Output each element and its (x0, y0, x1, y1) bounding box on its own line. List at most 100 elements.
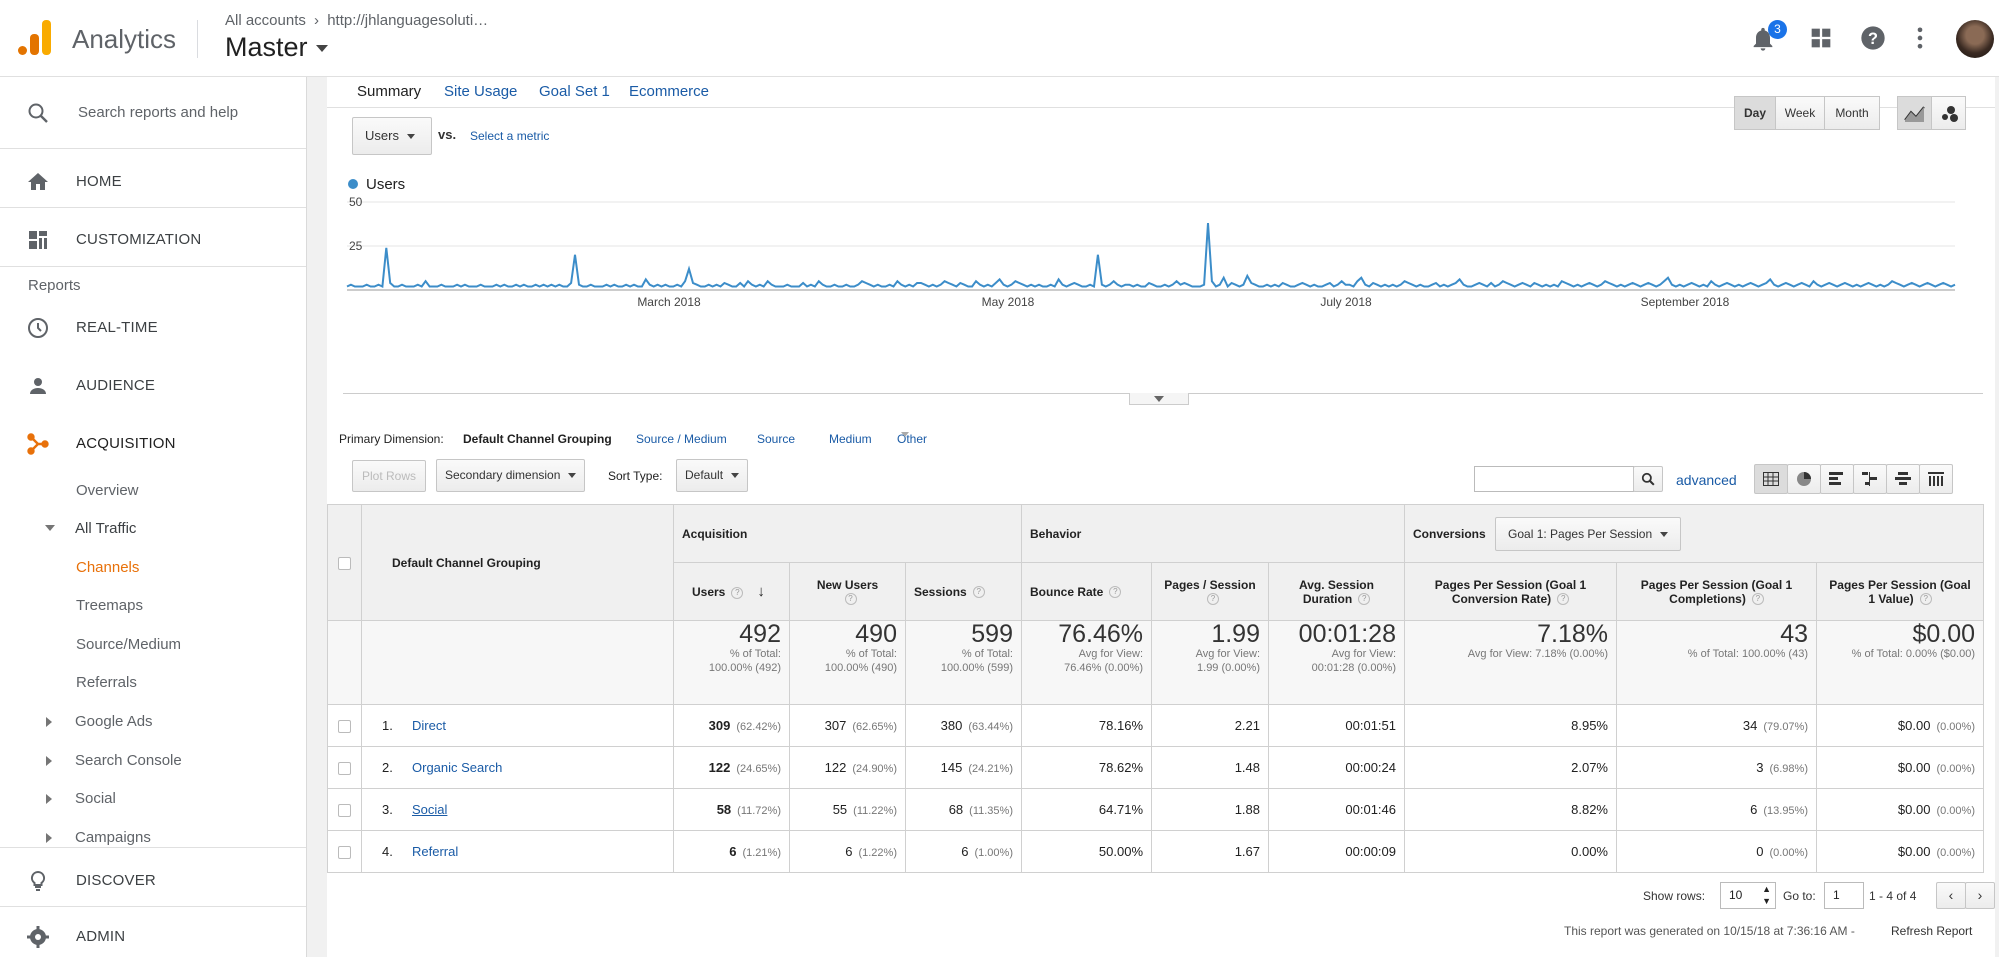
sidebar-item-realtime[interactable]: REAL-TIME (0, 306, 306, 350)
search-reports[interactable]: Search reports and help (0, 77, 306, 148)
metric-dropdown[interactable]: Users (352, 117, 432, 155)
row-checkbox[interactable] (338, 720, 351, 734)
sort-type-dropdown[interactable]: Default (676, 459, 749, 492)
row-checkbox[interactable] (338, 762, 351, 776)
help-icon[interactable]: ? (1207, 593, 1219, 606)
column-header-goal1-value[interactable]: Pages Per Session (Goal 1 Value)? (1816, 562, 1984, 621)
help-icon[interactable]: ? (1919, 593, 1932, 606)
caret-right-icon[interactable] (46, 717, 52, 727)
chart-collapse-handle[interactable] (1129, 393, 1189, 405)
table-row[interactable]: 2. Organic Search 122 (24.65%) 122 (24.90%) 14… (327, 746, 1984, 789)
sidebar-item-audience[interactable]: AUDIENCE (0, 364, 306, 408)
caret-right-icon[interactable] (46, 794, 52, 804)
analytics-logo-icon[interactable] (18, 20, 52, 61)
channel-link[interactable]: Direct (412, 718, 446, 733)
column-header-sessions[interactable]: Sessions? (905, 562, 1022, 621)
column-header-avg-session-duration[interactable]: Avg. Session Duration? (1268, 562, 1405, 621)
channel-link[interactable]: Referral (412, 844, 459, 859)
sidebar-item-admin[interactable]: ADMIN (0, 915, 306, 957)
caret-right-icon[interactable] (46, 756, 52, 766)
sidebar-item-all-traffic[interactable]: All Traffic (75, 520, 137, 537)
help-icon[interactable]: ? (1109, 586, 1122, 599)
column-header-pages-session[interactable]: Pages / Session? (1151, 562, 1269, 621)
more-vert-icon[interactable] (1906, 24, 1936, 54)
tab-summary[interactable]: Summary (357, 83, 422, 100)
caret-right-icon[interactable] (46, 833, 52, 843)
property-name[interactable]: http://jhlanguagesoluti… (327, 12, 489, 29)
select-metric-link[interactable]: Select a metric (470, 129, 550, 143)
sidebar-item-search-console[interactable]: Search Console (75, 752, 182, 769)
sidebar-item-customization[interactable]: CUSTOMIZATION (0, 218, 306, 262)
tab-ecommerce[interactable]: Ecommerce (629, 83, 710, 100)
pie-view-icon[interactable] (1787, 464, 1821, 494)
advanced-filter-link[interactable]: advanced (1676, 472, 1737, 488)
day-button[interactable]: Day (1734, 96, 1776, 130)
sidebar-item-overview[interactable]: Overview (76, 482, 139, 499)
sidebar-item-referrals[interactable]: Referrals (76, 674, 137, 691)
help-icon[interactable]: ? (1358, 593, 1371, 606)
secondary-dimension-dropdown[interactable]: Secondary dimension (436, 459, 586, 492)
goal-selector-dropdown[interactable]: Goal 1: Pages Per Session (1495, 516, 1682, 551)
users-line-chart[interactable]: Users 50 25 March 2018 May 2018 July 2018 Se… (343, 162, 1983, 334)
table-filter-input[interactable] (1474, 466, 1634, 492)
column-header-bounce-rate[interactable]: Bounce Rate? (1021, 562, 1152, 621)
channel-link[interactable]: Social (412, 802, 448, 817)
column-header-goal1-conversion-rate[interactable]: Pages Per Session (Goal 1 Conversion Rat… (1404, 562, 1617, 621)
bar-view-icon[interactable] (1820, 464, 1854, 494)
dimension-medium[interactable]: Medium (829, 432, 872, 446)
apps-grid-icon[interactable] (1807, 24, 1837, 54)
table-row[interactable]: 3. Social 58 (11.72%) 55 (11.22%) 68 (11.35%) 64… (327, 788, 1984, 831)
tab-goal-set-1[interactable]: Goal Set 1 (539, 83, 610, 100)
sidebar-item-campaigns[interactable]: Campaigns (75, 829, 151, 846)
help-icon[interactable]: ? (1751, 593, 1764, 606)
view-selector[interactable]: Master (225, 32, 328, 63)
sidebar-item-discover[interactable]: DISCOVER (0, 859, 306, 903)
all-accounts-link[interactable]: All accounts (225, 12, 306, 29)
line-chart-icon[interactable] (1897, 96, 1932, 130)
sidebar-item-home[interactable]: HOME (0, 160, 306, 204)
help-icon[interactable]: ? (1557, 593, 1570, 606)
month-button[interactable]: Month (1824, 96, 1880, 130)
previous-page-button[interactable]: ‹ (1936, 882, 1966, 909)
account-breadcrumb[interactable]: All accounts › http://jhlanguagesoluti… (225, 12, 488, 29)
help-icon[interactable]: ? (1859, 24, 1889, 54)
column-header-goal1-completions[interactable]: Pages Per Session (Goal 1 Completions)? (1616, 562, 1817, 621)
term-cloud-view-icon[interactable] (1886, 464, 1920, 494)
caret-down-icon[interactable] (45, 525, 55, 531)
row-checkbox[interactable] (338, 804, 351, 818)
sidebar-item-google-ads[interactable]: Google Ads (75, 713, 153, 730)
tab-site-usage[interactable]: Site Usage (444, 83, 518, 100)
channel-link[interactable]: Organic Search (412, 760, 503, 775)
sidebar-item-social[interactable]: Social (75, 790, 116, 807)
next-page-button[interactable]: › (1965, 882, 1995, 909)
goto-input[interactable]: 1 (1824, 882, 1864, 909)
motion-chart-icon[interactable] (1931, 96, 1966, 130)
help-icon[interactable]: ? (844, 593, 857, 606)
primary-dimension-active[interactable]: Default Channel Grouping (463, 432, 612, 446)
dimension-source[interactable]: Source (757, 432, 796, 446)
bell-icon[interactable] (1749, 24, 1779, 54)
help-icon[interactable]: ? (972, 586, 985, 599)
pivot-view-icon[interactable] (1919, 464, 1953, 494)
search-input[interactable]: Search reports and help (78, 104, 239, 121)
search-icon[interactable] (1633, 466, 1663, 492)
table-row[interactable]: 1. Direct 309 (62.42%) 307 (62.65%) 380 (63.44%… (327, 704, 1984, 747)
comparison-view-icon[interactable] (1853, 464, 1887, 494)
refresh-report-link[interactable]: Refresh Report (1891, 924, 1973, 938)
help-icon[interactable]: ? (731, 586, 744, 599)
week-button[interactable]: Week (1775, 96, 1825, 130)
row-checkbox[interactable] (338, 846, 351, 860)
dimension-source-medium[interactable]: Source / Medium (636, 432, 727, 446)
sidebar-item-acquisition[interactable]: ACQUISITION (0, 422, 306, 466)
table-row[interactable]: 4. Referral 6 (1.21%) 6 (1.22%) 6 (1.00%) 50.00%… (327, 830, 1984, 873)
column-header-new-users[interactable]: New Users? (789, 562, 906, 621)
avatar[interactable] (1956, 20, 1994, 58)
sidebar-item-source-medium[interactable]: Source/Medium (76, 636, 182, 653)
plot-rows-button[interactable]: Plot Rows (352, 460, 427, 492)
dimension-header[interactable]: Default Channel Grouping (361, 504, 674, 621)
table-view-icon[interactable] (1754, 464, 1788, 494)
sidebar-item-channels[interactable]: Channels (76, 559, 140, 576)
show-rows-select[interactable]: 10 ▲ ▼ (1720, 882, 1776, 909)
column-header-users[interactable]: Users? ↓ (673, 562, 790, 621)
select-all-checkbox[interactable] (338, 556, 351, 570)
